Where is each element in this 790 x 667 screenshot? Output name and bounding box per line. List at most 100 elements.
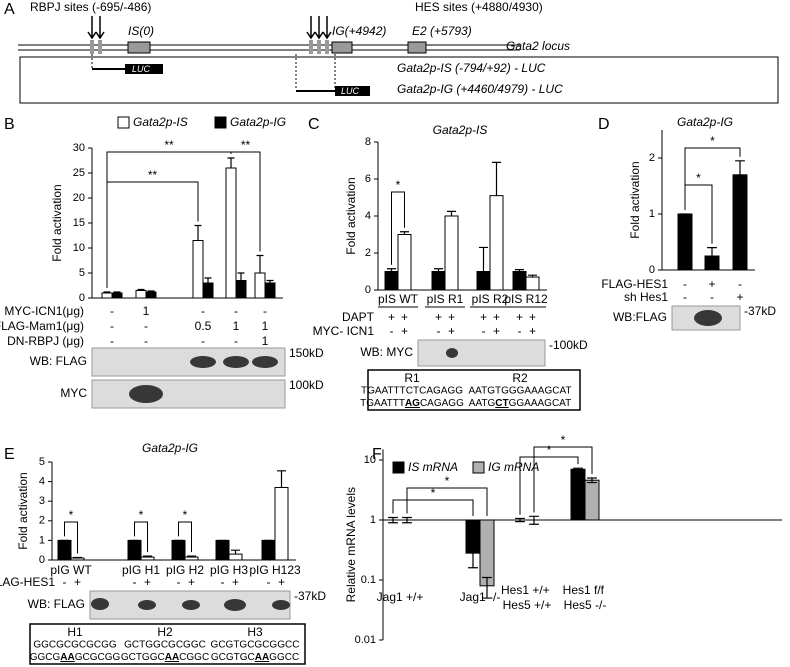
condition-label: FLAG-HES1 <box>0 575 55 589</box>
condition-value: - <box>133 575 137 589</box>
condition-value: + <box>708 277 715 291</box>
error-bar <box>587 477 597 484</box>
y-tick-label: 0 <box>649 264 655 276</box>
bar <box>476 271 491 291</box>
y-axis-label: Fold activation <box>628 161 642 238</box>
sequence-wt: TGAATTTCTCAGAGG <box>361 386 463 397</box>
significance-bracket <box>533 446 593 513</box>
sequence-part: AA <box>60 652 74 663</box>
condition-value: + <box>448 324 455 338</box>
y-tick-label: 0.1 <box>361 574 376 586</box>
error-bar <box>142 555 153 558</box>
blot-band <box>252 356 278 368</box>
blot-band <box>182 600 200 610</box>
significance-bracket <box>134 521 148 553</box>
sequence-name: R1 <box>404 371 420 385</box>
sequence-part: AA <box>165 652 179 663</box>
significance-bracket <box>684 147 741 210</box>
panel-letter: D <box>598 116 610 133</box>
error-bar <box>468 543 478 569</box>
bar <box>570 468 586 521</box>
error-bar <box>707 247 717 256</box>
blot <box>417 339 546 367</box>
y-tick-label: 2 <box>365 247 371 259</box>
legend-label: Gata2p-IS <box>133 115 188 129</box>
condition-value: - <box>738 277 742 291</box>
error-bar <box>527 274 538 278</box>
significance-label: * <box>139 508 144 522</box>
error-bar <box>388 516 398 524</box>
locus-label: Gata2 locus <box>506 39 570 53</box>
error-bar <box>186 555 197 558</box>
sequence-part: AA <box>255 652 269 663</box>
chart-title: Gata2p-IG <box>677 115 733 129</box>
panel-letter: C <box>308 116 320 133</box>
condition-value: 0.5 <box>195 319 212 333</box>
panel-letter: F <box>372 446 382 463</box>
blot <box>91 379 286 409</box>
bar <box>384 271 399 291</box>
condition-value: - <box>201 334 205 348</box>
sequence-part: CAGAGG <box>420 398 464 409</box>
condition-value: + <box>493 310 500 324</box>
y-tick-label: 2 <box>39 515 45 527</box>
bar <box>254 272 266 299</box>
condition-label: FLAG-Mam1(μg) <box>0 319 84 333</box>
panel-letter: A <box>4 1 15 18</box>
significance-label: * <box>431 486 436 500</box>
y-tick-label: 25 <box>73 167 85 179</box>
condition-value: 1 <box>143 304 150 318</box>
error-bar <box>386 268 397 272</box>
condition-value: + <box>480 310 487 324</box>
error-bar <box>573 467 583 472</box>
y-tick-label: 10 <box>364 454 376 466</box>
bar <box>127 539 142 561</box>
x-tick-label: Jag1 +/+ <box>377 590 424 604</box>
condition-value: - <box>267 575 271 589</box>
error-bar <box>529 515 539 525</box>
condition-label: DN-RBPJ (μg) <box>7 334 84 348</box>
site <box>317 40 321 54</box>
label-line: Hes1 f/f <box>563 583 608 597</box>
error-bar <box>478 246 489 272</box>
error-bar <box>433 268 444 272</box>
significance-label: * <box>710 134 715 148</box>
error-bar <box>491 161 502 196</box>
condition-value: + <box>736 290 743 304</box>
y-tick-label: 4 <box>39 476 45 488</box>
condition-value: + <box>401 324 408 338</box>
blot-band <box>272 600 290 610</box>
y-tick-label: 8 <box>365 136 371 148</box>
condition-value: - <box>221 575 225 589</box>
y-tick-label: 5 <box>39 456 45 468</box>
significance-bracket <box>392 499 474 516</box>
blot-band <box>224 599 246 611</box>
error-bar <box>399 231 410 235</box>
error-bar <box>230 549 241 555</box>
error-bar <box>204 277 212 283</box>
bar <box>274 486 289 561</box>
y-tick-label: 1 <box>370 514 376 526</box>
sequence-part: AG <box>405 398 420 409</box>
blot-label: WB: FLAG <box>28 597 85 611</box>
sequence-mutant: TGAATTTAGCAGAGG <box>360 398 464 409</box>
luc-box <box>335 86 370 96</box>
exon-label: IG(+4942) <box>332 24 386 38</box>
legend-label: IS mRNA <box>408 460 458 474</box>
bar <box>101 292 113 299</box>
condition-value: + <box>448 310 455 324</box>
sequence-mutant: AATGCTGGAAAGCAT <box>469 398 571 409</box>
bar <box>264 282 276 299</box>
y-tick-label: 0 <box>39 554 45 566</box>
bar <box>235 280 247 299</box>
error-bar <box>266 279 274 283</box>
x-tick-label: pIG H2 <box>166 563 204 577</box>
significance-label: ** <box>241 138 251 152</box>
bar <box>111 292 123 299</box>
significance-label: ** <box>164 138 174 152</box>
condition-value: 1 <box>233 319 240 333</box>
sequence-mutant: GCGTGCAAGGCC <box>211 652 299 663</box>
condition-value: - <box>144 319 148 333</box>
error-bar <box>194 224 202 241</box>
legend-swatch <box>392 461 405 474</box>
